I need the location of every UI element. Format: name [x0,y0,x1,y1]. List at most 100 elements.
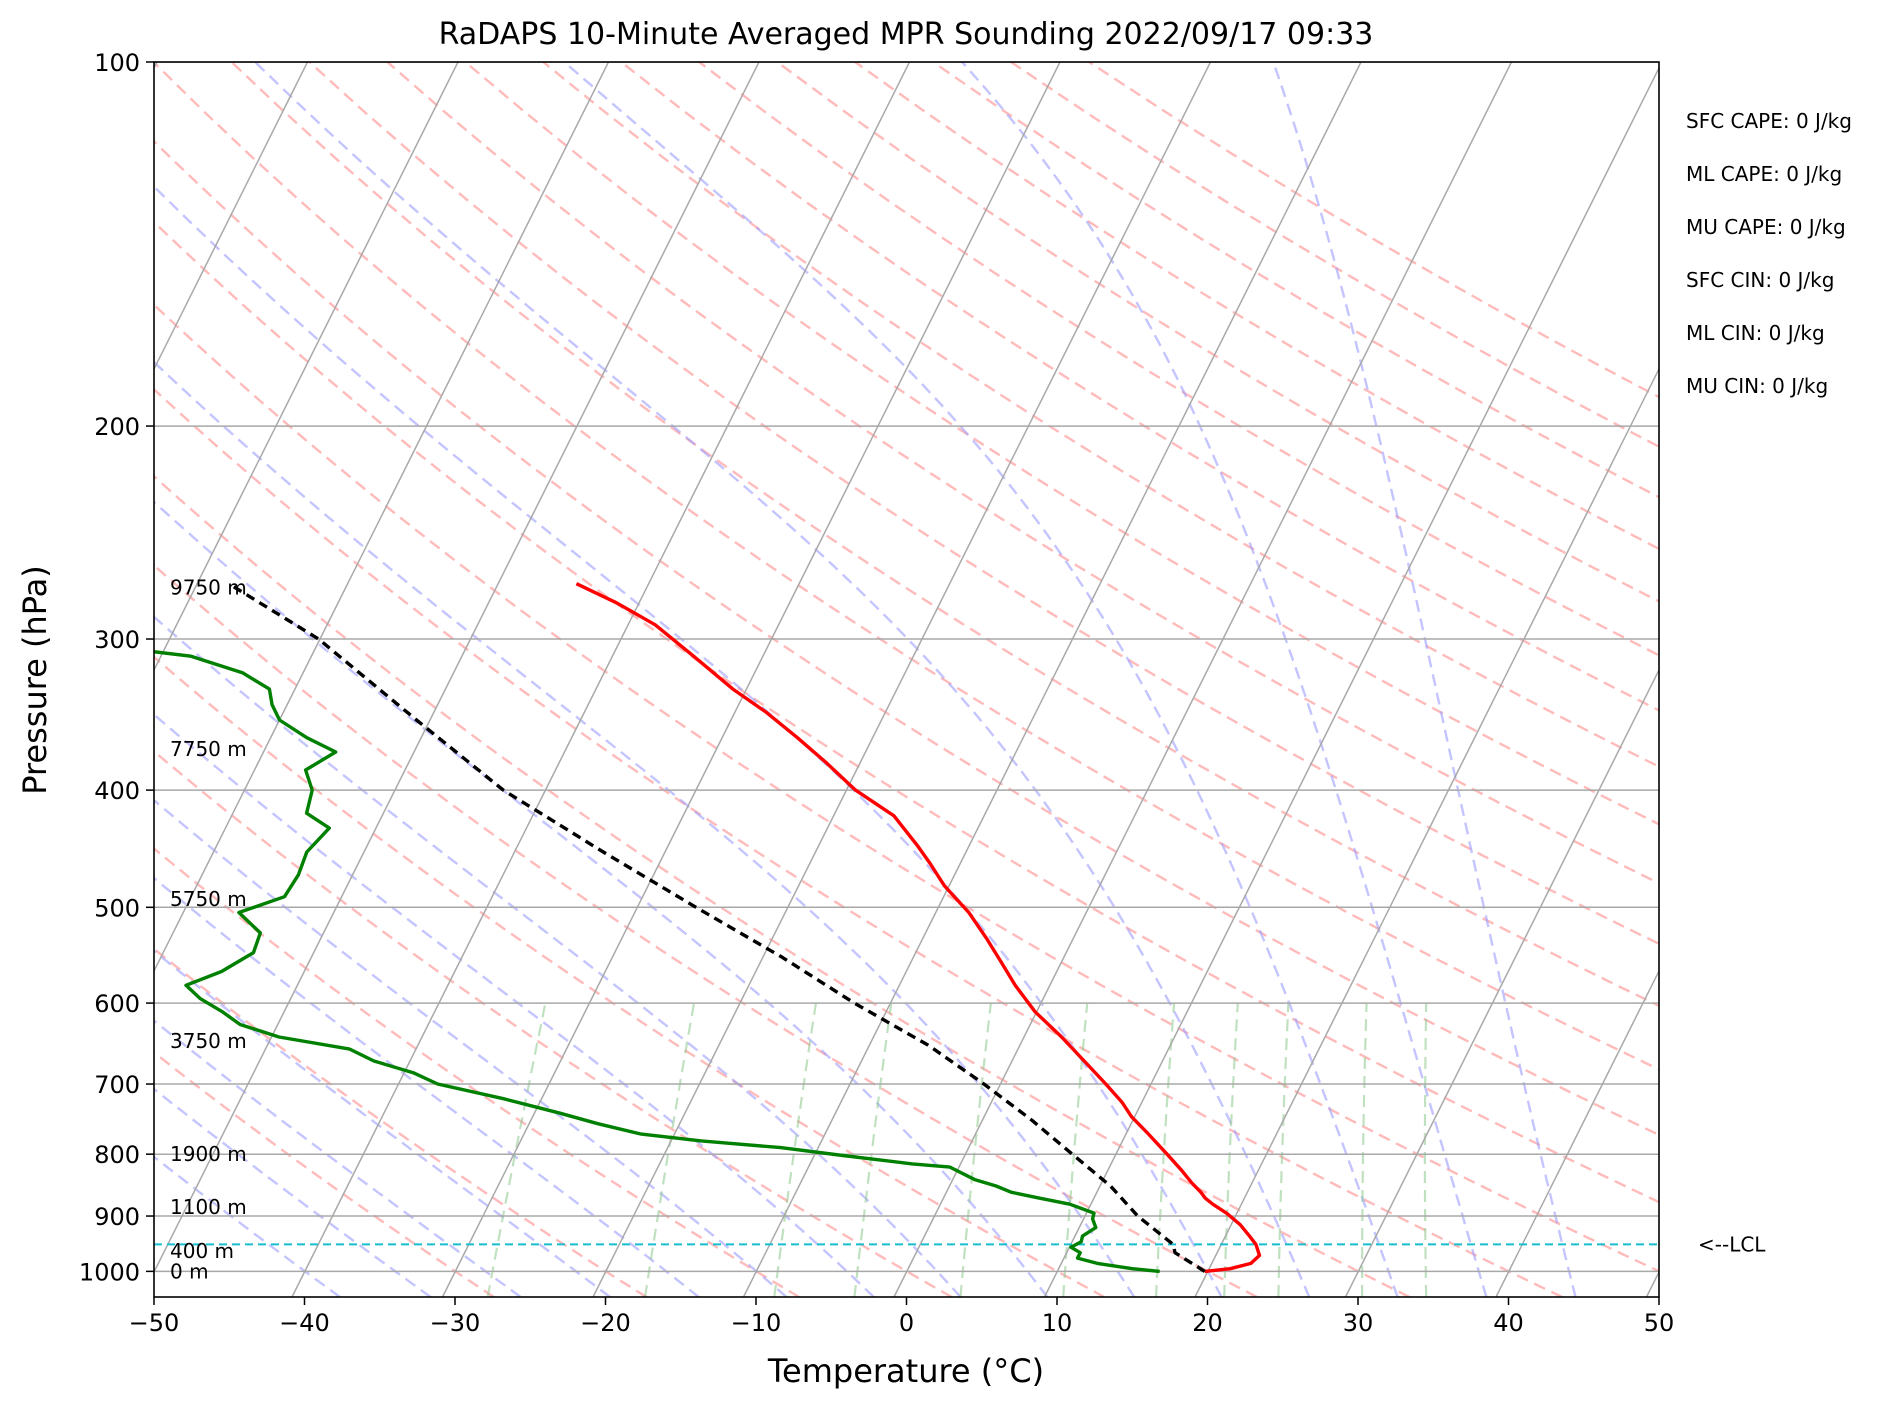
dry-adiabat-line [154,474,1411,1297]
y-tick-label: 900 [94,1203,140,1231]
mixing-ratio-line [773,1002,817,1297]
height-label: 0 m [170,1259,209,1283]
moist-adiabat-line [154,1019,522,1297]
dry-adiabat-line [154,303,1659,1273]
isotherm-line [592,62,1212,1297]
moist-adiabat-line [154,949,611,1297]
isotherm-line [154,62,459,672]
dry-adiabat-line [154,655,1105,1297]
background-lines [0,62,1882,1297]
moist-adiabat-line [154,1155,341,1297]
y-tick-label: 600 [94,990,140,1018]
x-tick-label: 0 [899,1309,914,1337]
isotherm-line [0,62,7,1297]
moist-adiabat-line [961,62,1488,1297]
height-labels: 9750 m 7750 m 5750 m 3750 m 1900 m 1100 m 400 … [170,576,247,1284]
stability-index-text: SFC CIN: 0 J/kg [1686,268,1834,292]
stability-indices: SFC CAPE: 0 J/kg ML CAPE: 0 J/kg MU CAPE: … [1686,109,1852,398]
mixing-ratio-line [1360,1003,1368,1297]
stability-index-text: SFC CAPE: 0 J/kg [1686,109,1852,133]
isotherm-line [154,62,760,1274]
x-tick-label: 50 [1644,1309,1675,1337]
isotherm-line [1495,969,1659,1297]
y-tick-label: 400 [94,777,140,805]
x-axis-label: Temperature (°C) [767,1352,1044,1390]
y-tick-label: 300 [94,626,140,654]
x-tick-label: 10 [1042,1309,1073,1337]
height-label: 400 m [170,1239,234,1263]
isotherm-line [1344,668,1659,1297]
height-label: 5750 m [170,887,247,911]
isotherm-line [742,62,1362,1297]
dry-adiabat-line [620,62,1659,712]
isotherm-line [1645,1270,1659,1297]
mixing-ratio-line [1223,1003,1239,1297]
dry-adiabat-line [154,220,1659,1204]
mixing-ratio-line [853,1002,893,1297]
y-tick-label: 500 [94,894,140,922]
y-tick-label: 800 [94,1141,140,1169]
isotherm-line [1194,367,1659,1297]
isotherm-line [291,62,911,1297]
x-tick-label: 40 [1493,1309,1524,1337]
moist-adiabat-line [154,798,788,1297]
dry-adiabat-line [308,62,1659,946]
dry-adiabat-line [464,62,1659,826]
parcel-path-profile [227,582,1206,1273]
x-tick-label: −20 [580,1309,631,1337]
dry-adiabat-line [698,62,1659,657]
moist-adiabat-line [154,360,1136,1297]
isotherm-line [154,62,309,371]
x-tick-label: −40 [279,1309,330,1337]
x-tick-label: 30 [1343,1309,1374,1337]
dry-adiabat-line [154,563,1258,1297]
dry-adiabat-line [932,62,1659,499]
height-label: 1100 m [170,1195,247,1219]
dry-adiabat-line [542,62,1659,769]
isotherm-line [441,62,1061,1297]
y-axis-label: Pressure (hPa) [16,565,54,795]
stability-index-text: MU CIN: 0 J/kg [1686,374,1828,398]
sounding-profiles [154,582,1262,1274]
height-label: 7750 m [170,737,247,761]
mixing-ratio-line [1277,1003,1290,1297]
dry-adiabat-line [154,387,1563,1297]
stability-index-text: ML CAPE: 0 J/kg [1686,162,1842,186]
mixing-ratio-line [643,1002,696,1297]
moist-adiabat-line [154,184,1223,1297]
moist-adiabat-line [154,876,700,1297]
height-label: 3750 m [170,1029,247,1053]
dry-adiabat-line [230,62,1659,1008]
x-tick-label: −10 [731,1309,782,1337]
lcl-label: <--LCL [1698,1232,1766,1256]
y-tick-label: 700 [94,1071,140,1099]
dry-adiabat-line [1088,62,1659,399]
moist-adiabat-line [154,500,1049,1297]
dry-adiabat-line [154,62,1659,1071]
mixing-ratio-line [486,1002,547,1297]
isotherm-line [1043,66,1659,1297]
y-tick-label: 1000 [79,1258,140,1286]
mixing-ratio-line [1154,1003,1176,1297]
moist-adiabat-line [154,712,875,1297]
pressure-gridlines [154,62,1659,1273]
dry-adiabat-line [854,62,1659,551]
x-axis-ticks: −50 −40 −30 −20 −10 0 10 20 30 40 50 [129,1297,1675,1337]
temperature-profile [575,582,1262,1274]
isotherm-line [1797,62,1882,1297]
dry-adiabat-line [776,62,1659,603]
dry-adiabat-line [154,139,1659,1137]
mixing-ratio-line [1423,1003,1428,1297]
moist-adiabat-line [254,62,1311,1297]
dry-adiabat-line [154,846,800,1297]
moist-adiabat-line [1272,62,1577,1297]
y-tick-label: 100 [94,49,140,77]
dewpoint-profile [154,650,1160,1274]
height-label: 9750 m [170,576,247,600]
y-axis-ticks: 1000 900 800 700 600 500 400 300 200 100 [79,49,154,1286]
isotherm-line [893,62,1513,1297]
x-tick-label: 20 [1192,1309,1223,1337]
y-tick-label: 200 [94,413,140,441]
moist-adiabat-line [154,615,962,1297]
